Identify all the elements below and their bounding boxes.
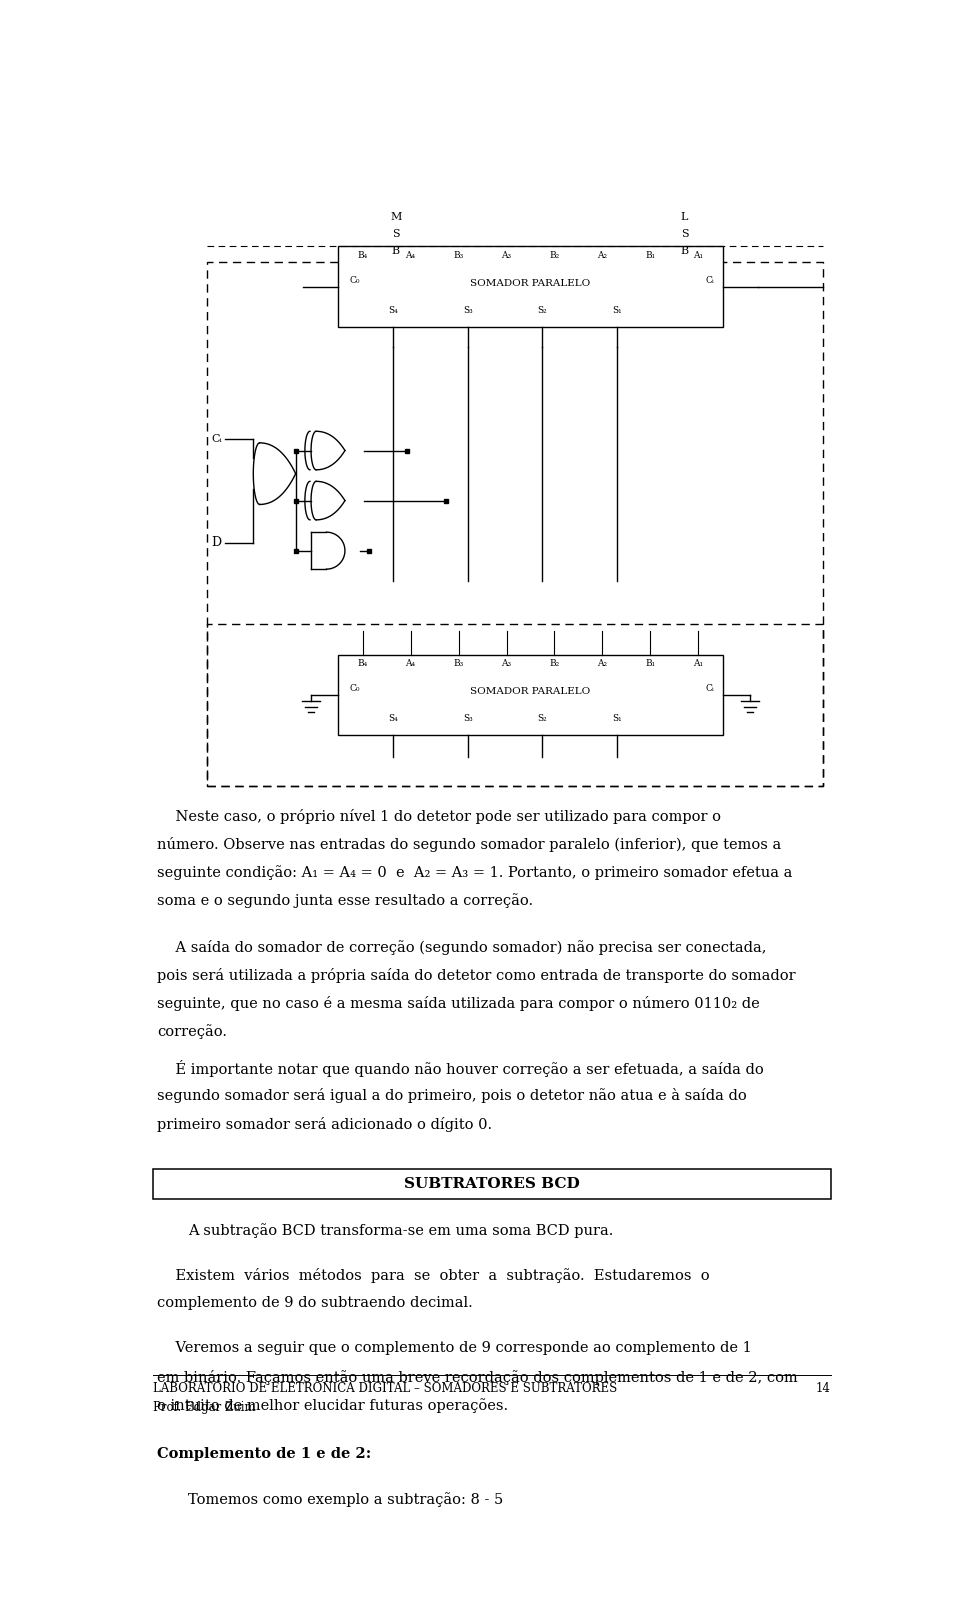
Text: SUBTRATORES BCD: SUBTRATORES BCD — [404, 1176, 580, 1191]
Text: L: L — [681, 212, 688, 221]
Text: 14: 14 — [816, 1382, 830, 1395]
Text: primeiro somador será adicionado o dígito 0.: primeiro somador será adicionado o dígit… — [157, 1117, 492, 1132]
Text: seguinte condição: A₁ = A₄ = 0  e  A₂ = A₃ = 1. Portanto, o primeiro somador efe: seguinte condição: A₁ = A₄ = 0 e A₂ = A₃… — [157, 865, 792, 880]
Text: Complemento de 1 e de 2:: Complemento de 1 e de 2: — [157, 1448, 372, 1461]
Text: LABORATÓRIO DE ELETRÔNICA DIGITAL – SOMADORES E SUBTRATORES: LABORATÓRIO DE ELETRÔNICA DIGITAL – SOMA… — [154, 1382, 617, 1395]
Text: S₃: S₃ — [463, 714, 472, 722]
Text: S₃: S₃ — [463, 307, 472, 315]
Bar — [338, 655, 723, 735]
Text: A₂: A₂ — [597, 250, 608, 260]
Bar — [207, 262, 823, 785]
Text: o intuito de melhor elucidar futuras operações.: o intuito de melhor elucidar futuras ope… — [157, 1398, 508, 1412]
Text: Cᵢ: Cᵢ — [211, 433, 222, 445]
Text: Prof. Edgar Zuim: Prof. Edgar Zuim — [154, 1401, 255, 1414]
Bar — [154, 1170, 830, 1199]
Text: B₃: B₃ — [453, 660, 464, 668]
Text: A subtração BCD transforma-se em uma soma BCD pura.: A subtração BCD transforma-se em uma som… — [188, 1223, 613, 1237]
Text: S₁: S₁ — [612, 307, 621, 315]
Text: A₁: A₁ — [693, 250, 704, 260]
Text: segundo somador será igual a do primeiro, pois o detetor não atua e à saída do: segundo somador será igual a do primeiro… — [157, 1088, 747, 1104]
Text: A₄: A₄ — [405, 250, 416, 260]
Text: C₀: C₀ — [349, 276, 360, 286]
Text: S₂: S₂ — [538, 714, 547, 722]
Text: B₂: B₂ — [549, 250, 560, 260]
Text: Neste caso, o próprio nível 1 do detetor pode ser utilizado para compor o: Neste caso, o próprio nível 1 do detetor… — [157, 809, 721, 823]
Text: B₃: B₃ — [453, 250, 464, 260]
Text: B₄: B₄ — [357, 660, 368, 668]
Text: A₃: A₃ — [501, 660, 512, 668]
Text: B₁: B₁ — [645, 660, 656, 668]
Text: S₄: S₄ — [389, 307, 398, 315]
Text: S: S — [681, 230, 688, 239]
Text: soma e o segundo junta esse resultado a correção.: soma e o segundo junta esse resultado a … — [157, 892, 533, 908]
Text: pois será utilizada a própria saída do detetor como entrada de transporte do som: pois será utilizada a própria saída do d… — [157, 968, 796, 984]
Text: A₃: A₃ — [501, 250, 512, 260]
Text: S: S — [392, 230, 399, 239]
Text: D: D — [211, 536, 221, 549]
Text: número. Observe nas entradas do segundo somador paralelo (inferior), que temos a: número. Observe nas entradas do segundo … — [157, 836, 781, 852]
Text: S₂: S₂ — [538, 307, 547, 315]
Text: Cᵢ: Cᵢ — [705, 684, 713, 693]
Text: A₁: A₁ — [693, 660, 704, 668]
Bar — [338, 247, 723, 327]
Text: seguinte, que no caso é a mesma saída utilizada para compor o número 0110₂ de: seguinte, que no caso é a mesma saída ut… — [157, 997, 759, 1011]
Text: B: B — [392, 246, 399, 255]
Text: complemento de 9 do subtraendo decimal.: complemento de 9 do subtraendo decimal. — [157, 1297, 473, 1310]
Text: B: B — [681, 246, 688, 255]
Text: em binário. Façamos então uma breve recordação dos complementos de 1 e de 2, com: em binário. Façamos então uma breve reco… — [157, 1369, 798, 1385]
Text: Existem  vários  métodos  para  se  obter  a  subtração.  Estudaremos  o: Existem vários métodos para se obter a s… — [157, 1268, 709, 1284]
Text: S₁: S₁ — [612, 714, 621, 722]
Text: C₀: C₀ — [349, 684, 360, 693]
Text: Tomemos como exemplo a subtração: 8 - 5: Tomemos como exemplo a subtração: 8 - 5 — [188, 1493, 503, 1507]
Text: A₂: A₂ — [597, 660, 608, 668]
Text: É importante notar que quando não houver correção a ser efetuada, a saída do: É importante notar que quando não houver… — [157, 1061, 764, 1077]
Text: Cᵢ: Cᵢ — [705, 276, 713, 286]
Text: SOMADOR PARALELO: SOMADOR PARALELO — [470, 279, 590, 289]
Text: B₁: B₁ — [645, 250, 656, 260]
Text: correção.: correção. — [157, 1024, 228, 1040]
Bar — [207, 624, 823, 785]
Text: Veremos a seguir que o complemento de 9 corresponde ao complemento de 1: Veremos a seguir que o complemento de 9 … — [157, 1342, 752, 1356]
Text: SOMADOR PARALELO: SOMADOR PARALELO — [470, 687, 590, 697]
Text: B₂: B₂ — [549, 660, 560, 668]
Text: B₄: B₄ — [357, 250, 368, 260]
Text: A saída do somador de correção (segundo somador) não precisa ser conectada,: A saída do somador de correção (segundo … — [157, 941, 766, 955]
Text: M: M — [390, 212, 401, 221]
Text: A₄: A₄ — [405, 660, 416, 668]
Text: S₄: S₄ — [389, 714, 398, 722]
